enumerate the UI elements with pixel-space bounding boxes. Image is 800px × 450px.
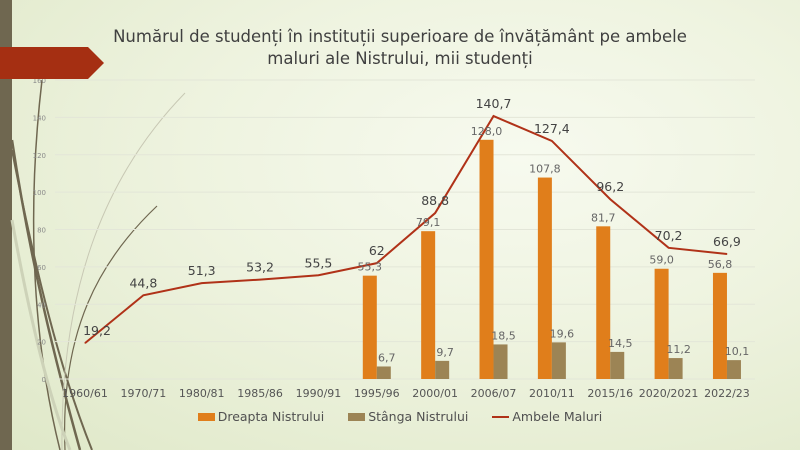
line-point-ambele	[317, 274, 319, 276]
bar-stanga	[376, 366, 391, 379]
bar-dreapta	[479, 139, 494, 379]
line-point-ambele	[434, 212, 436, 214]
legend-label: Stânga Nistrului	[368, 409, 469, 424]
data-label-ambele: 53,2	[246, 260, 274, 275]
line-point-ambele	[551, 140, 553, 142]
bar-stanga	[435, 360, 450, 379]
data-label-ambele: 140,7	[476, 96, 512, 111]
x-tick-label: 2010/11	[529, 387, 575, 400]
data-label-ambele: 55,5	[305, 255, 333, 270]
data-label-ambele: 62	[369, 243, 385, 258]
legend-item-ambele: Ambele Maluri	[492, 409, 602, 424]
data-label-stanga: 19,6	[550, 327, 575, 340]
bar-dreapta	[537, 177, 552, 379]
slide-left-stripe	[0, 0, 12, 450]
legend-label: Ambele Maluri	[512, 409, 603, 424]
data-label-stanga: 9,7	[436, 346, 454, 359]
data-label-stanga: 11,2	[666, 343, 691, 356]
y-tick-label: 120	[33, 152, 46, 160]
title-banner	[0, 47, 104, 79]
data-label-ambele: 44,8	[129, 275, 157, 290]
bar-stanga	[551, 342, 566, 379]
line-point-ambele	[201, 282, 203, 284]
data-label-dreapta: 59,0	[649, 254, 674, 267]
chart-title-line-2: maluri ale Nistrului, mii studenți	[267, 49, 533, 68]
y-tick-label: 40	[37, 301, 46, 309]
line-point-ambele	[609, 198, 611, 200]
data-label-ambele: 96,2	[596, 179, 624, 194]
x-tick-label: 1985/86	[237, 387, 283, 400]
y-tick-label: 160	[33, 77, 46, 85]
data-label-dreapta: 55,3	[358, 261, 383, 274]
chart-title-line-1: Numărul de studenți în instituții superi…	[113, 27, 687, 46]
bar-stanga	[668, 358, 683, 379]
x-tick-label: 1990/91	[296, 387, 342, 400]
chart-title: Numărul de studenți în instituții superi…	[100, 26, 700, 70]
data-label-dreapta: 81,7	[591, 211, 616, 224]
legend-swatch-dreapta	[197, 412, 215, 421]
x-tick-label: 2000/01	[412, 387, 458, 400]
data-label-dreapta: 128,0	[471, 125, 503, 138]
legend-swatch-ambele	[492, 415, 510, 418]
y-tick-label: 0	[42, 376, 46, 384]
data-label-ambele: 88,8	[421, 193, 449, 208]
data-label-dreapta: 56,8	[708, 258, 733, 271]
data-label-stanga: 14,5	[608, 337, 633, 350]
data-label-dreapta: 107,8	[529, 163, 561, 176]
data-label-ambele: 66,9	[713, 234, 741, 249]
line-point-ambele	[142, 294, 144, 296]
legend-swatch-stanga	[348, 412, 366, 421]
x-tick-label: 1995/96	[354, 387, 400, 400]
data-label-stanga: 6,7	[378, 351, 396, 364]
bar-dreapta	[421, 231, 436, 379]
x-tick-label: 1970/71	[121, 387, 167, 400]
legend: Dreapta Nistrului Stânga Nistrului Ambel…	[0, 409, 800, 424]
legend-item-dreapta: Dreapta Nistrului	[197, 409, 325, 424]
x-tick-label: 2006/07	[471, 387, 517, 400]
bar-dreapta	[596, 226, 611, 379]
y-tick-label: 80	[37, 227, 46, 235]
line-point-ambele	[668, 247, 670, 249]
data-label-stanga: 18,5	[491, 329, 516, 342]
bar-stanga	[610, 351, 625, 379]
y-tick-label: 140	[33, 114, 46, 122]
line-point-ambele	[259, 279, 261, 281]
data-label-ambele: 19,2	[83, 323, 111, 338]
x-tick-label: 2020/2021	[639, 387, 699, 400]
y-tick-label: 60	[37, 264, 46, 272]
line-point-ambele	[726, 253, 728, 255]
data-label-stanga: 10,1	[725, 345, 750, 358]
x-tick-label: 1960/61	[62, 387, 108, 400]
series-line-ambele	[84, 114, 728, 344]
decorative-curves	[10, 79, 186, 450]
line-point-ambele	[376, 262, 378, 264]
bar-stanga	[493, 344, 508, 379]
legend-label: Dreapta Nistrului	[217, 409, 325, 424]
line-point-ambele	[84, 342, 86, 344]
bar-stanga	[726, 360, 741, 379]
x-tick-label: 2015/16	[587, 387, 633, 400]
bar-dreapta	[362, 275, 377, 379]
bar-dreapta	[654, 268, 669, 379]
data-label-dreapta: 79,1	[416, 216, 441, 229]
data-label-ambele: 127,4	[534, 121, 570, 136]
x-tick-label: 1980/81	[179, 387, 225, 400]
y-tick-label: 100	[33, 189, 46, 197]
data-label-ambele: 70,2	[655, 228, 683, 243]
legend-item-stanga: Stânga Nistrului	[348, 409, 468, 424]
data-label-ambele: 51,3	[188, 263, 216, 278]
x-tick-label: 2022/23	[704, 387, 750, 400]
line-point-ambele	[493, 115, 495, 117]
bar-dreapta	[712, 272, 727, 379]
y-tick-label: 20	[37, 339, 46, 347]
